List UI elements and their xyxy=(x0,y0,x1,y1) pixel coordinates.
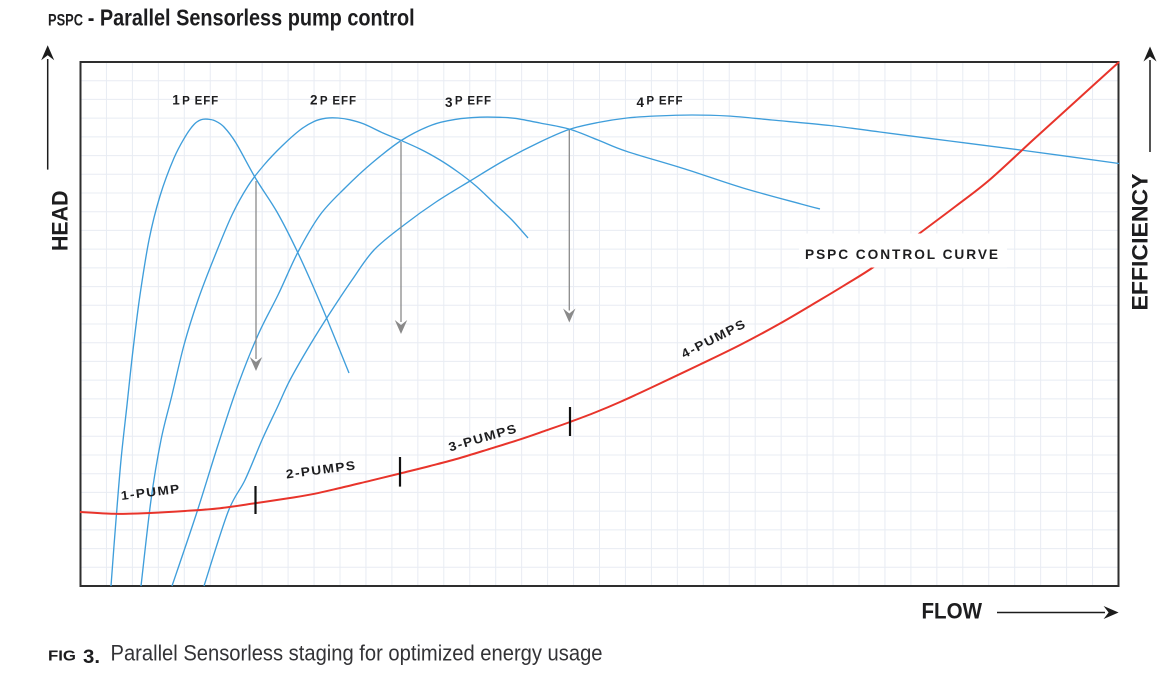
svg-text:1P EFF: 1P EFF xyxy=(172,93,219,108)
svg-text:HEAD: HEAD xyxy=(48,191,73,252)
svg-text:3.: 3. xyxy=(83,646,100,668)
svg-text:- Parallel Sensorless pump con: - Parallel Sensorless pump control xyxy=(88,4,415,30)
svg-text:4P EFF: 4P EFF xyxy=(637,95,684,110)
svg-text:EFFICIENCY: EFFICIENCY xyxy=(1128,173,1153,310)
svg-text:PSPC CONTROL CURVE: PSPC CONTROL CURVE xyxy=(805,246,1000,262)
svg-text:2P EFF: 2P EFF xyxy=(310,93,357,108)
svg-text:FIG: FIG xyxy=(48,648,76,665)
svg-text:PSPC: PSPC xyxy=(48,10,83,29)
svg-text:FLOW: FLOW xyxy=(922,599,983,624)
svg-text:Parallel Sensorless staging fo: Parallel Sensorless staging for optimize… xyxy=(111,641,603,666)
svg-text:3P EFF: 3P EFF xyxy=(445,95,492,110)
